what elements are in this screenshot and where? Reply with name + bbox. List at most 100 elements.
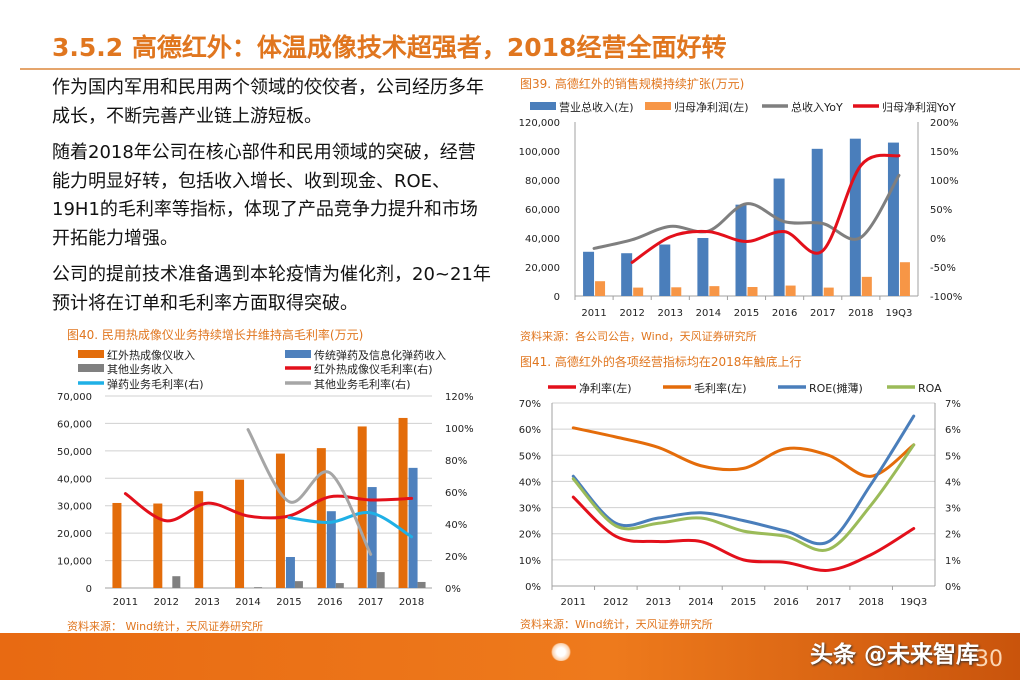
y-left-tick-label: 30,000 bbox=[57, 502, 92, 513]
legend-label: 归母净利润(左) bbox=[674, 100, 749, 114]
bar bbox=[235, 479, 245, 588]
chart41-source: 资料来源：Wind统计，天风证券研究所 bbox=[520, 618, 713, 631]
x-tick-label: 2018 bbox=[858, 597, 883, 608]
y-right-tick-label: 4% bbox=[945, 477, 961, 488]
x-tick-label: 2016 bbox=[772, 308, 797, 319]
page-number: 30 bbox=[975, 647, 1003, 672]
series-line bbox=[571, 443, 916, 552]
y-left-tick-label: 60,000 bbox=[525, 205, 560, 216]
y-right-tick-label: -50% bbox=[930, 263, 956, 274]
bar bbox=[823, 287, 834, 296]
bar bbox=[408, 467, 418, 588]
x-tick-label: 2013 bbox=[658, 308, 683, 319]
bar bbox=[398, 417, 408, 588]
legend-swatch bbox=[78, 364, 104, 372]
x-tick-label: 2011 bbox=[581, 308, 606, 319]
bar bbox=[659, 244, 671, 296]
bar bbox=[172, 576, 181, 588]
bar bbox=[785, 285, 796, 296]
series-line bbox=[123, 492, 414, 523]
legend-label: 弹药业务毛利率(右) bbox=[107, 377, 204, 391]
legend-label: 营业总收入(左) bbox=[559, 100, 634, 114]
legend-label: ROA bbox=[918, 382, 942, 395]
y-left-tick-label: 20,000 bbox=[525, 263, 560, 274]
bar bbox=[285, 557, 295, 588]
y-left-tick-label: 0% bbox=[525, 582, 541, 593]
y-right-tick-label: -100% bbox=[930, 292, 962, 303]
series-line bbox=[246, 428, 373, 556]
bar bbox=[153, 503, 163, 588]
y-left-tick-label: 40% bbox=[519, 477, 541, 488]
y-right-tick-label: 50% bbox=[930, 205, 952, 216]
x-tick-label: 2014 bbox=[688, 597, 713, 608]
x-tick-label: 2011 bbox=[561, 597, 586, 608]
y-right-tick-label: 100% bbox=[445, 424, 474, 435]
y-right-tick-label: 6% bbox=[945, 425, 961, 436]
x-tick-label: 2018 bbox=[848, 308, 873, 319]
bar bbox=[887, 142, 899, 296]
y-right-tick-label: 60% bbox=[445, 488, 467, 499]
bar bbox=[417, 581, 426, 588]
bar bbox=[671, 287, 682, 296]
chart41-title: 图41. 高德红外的各项经营指标均在2018年触底上行 bbox=[520, 355, 802, 369]
chart40-title: 图40. 民用热成像仪业务持续增长并维持高毛利率(万元) bbox=[67, 328, 364, 342]
bar bbox=[747, 287, 758, 296]
y-left-tick-label: 80,000 bbox=[525, 176, 560, 187]
page-title: 3.5.2 高德红外：体温成像技术超强者，2018经营全面好转 bbox=[52, 33, 727, 62]
x-tick-label: 2018 bbox=[399, 597, 424, 608]
y-right-tick-label: 3% bbox=[945, 504, 961, 515]
body-text: 作为国内军用和民用两个领域的佼佼者，公司经历多年成长，不断完善产业链上游短板。 … bbox=[52, 74, 492, 326]
bar bbox=[773, 178, 785, 296]
y-right-tick-label: 100% bbox=[930, 176, 959, 187]
y-left-tick-label: 50% bbox=[519, 451, 541, 462]
x-tick-label: 2015 bbox=[734, 308, 759, 319]
y-right-tick-label: 40% bbox=[445, 520, 467, 531]
y-right-tick-label: 1% bbox=[945, 556, 961, 567]
x-tick-label: 2014 bbox=[696, 308, 721, 319]
y-left-tick-label: 30% bbox=[519, 504, 541, 515]
legend-label: 红外热成像仪收入 bbox=[107, 348, 195, 362]
y-left-tick-label: 70,000 bbox=[57, 392, 92, 403]
bar bbox=[849, 138, 861, 296]
legend-label: 毛利率(左) bbox=[694, 381, 747, 395]
y-left-tick-label: 100,000 bbox=[519, 147, 560, 158]
y-left-tick-label: 20% bbox=[519, 530, 541, 541]
chart40-source: 资料来源： Wind统计，天风证券研究所 bbox=[67, 620, 264, 633]
y-left-tick-label: 40,000 bbox=[57, 474, 92, 485]
y-right-tick-label: 200% bbox=[930, 118, 959, 129]
company-logo bbox=[550, 643, 578, 661]
title-divider bbox=[20, 68, 1020, 70]
legend-label: 总收入YoY bbox=[791, 100, 843, 114]
x-tick-label: 2012 bbox=[154, 597, 179, 608]
bar bbox=[899, 262, 910, 296]
y-right-tick-label: 0% bbox=[945, 582, 961, 593]
x-tick-label: 2012 bbox=[619, 308, 644, 319]
bar bbox=[697, 238, 709, 296]
series-line bbox=[287, 510, 414, 539]
x-tick-label: 19Q3 bbox=[900, 597, 927, 608]
bar bbox=[709, 286, 720, 296]
y-right-tick-label: 0% bbox=[930, 234, 946, 245]
series-line bbox=[571, 414, 916, 546]
y-right-tick-label: 120% bbox=[445, 392, 474, 403]
chart39-title: 图39. 高德红外的销售规模持续扩张(万元) bbox=[520, 77, 745, 91]
bar bbox=[583, 251, 595, 296]
chart39-source: 资料来源：各公司公告，Wind，天风证券研究所 bbox=[520, 330, 757, 343]
legend-swatch bbox=[285, 350, 311, 358]
bar bbox=[335, 583, 344, 588]
y-right-tick-label: 5% bbox=[945, 451, 961, 462]
paragraph: 公司的提前技术准备遇到本轮疫情为催化剂，20~21年预计将在订单和毛利率方面取得… bbox=[52, 264, 491, 314]
x-tick-label: 2015 bbox=[276, 597, 301, 608]
paragraph: 作为国内军用和民用两个领域的佼佼者，公司经历多年成长，不断完善产业链上游短板。 bbox=[52, 77, 484, 127]
y-right-tick-label: 80% bbox=[445, 456, 467, 467]
y-left-tick-label: 60,000 bbox=[57, 419, 92, 430]
bar bbox=[326, 511, 336, 588]
y-right-tick-label: 7% bbox=[945, 399, 961, 410]
x-tick-label: 2012 bbox=[603, 597, 628, 608]
y-left-tick-label: 40,000 bbox=[525, 234, 560, 245]
legend-label: 其他业务毛利率(右) bbox=[314, 377, 411, 391]
y-left-tick-label: 20,000 bbox=[57, 529, 92, 540]
legend-label: ROE(摊薄) bbox=[809, 381, 863, 395]
legend-label: 其他业务收入 bbox=[107, 362, 173, 376]
